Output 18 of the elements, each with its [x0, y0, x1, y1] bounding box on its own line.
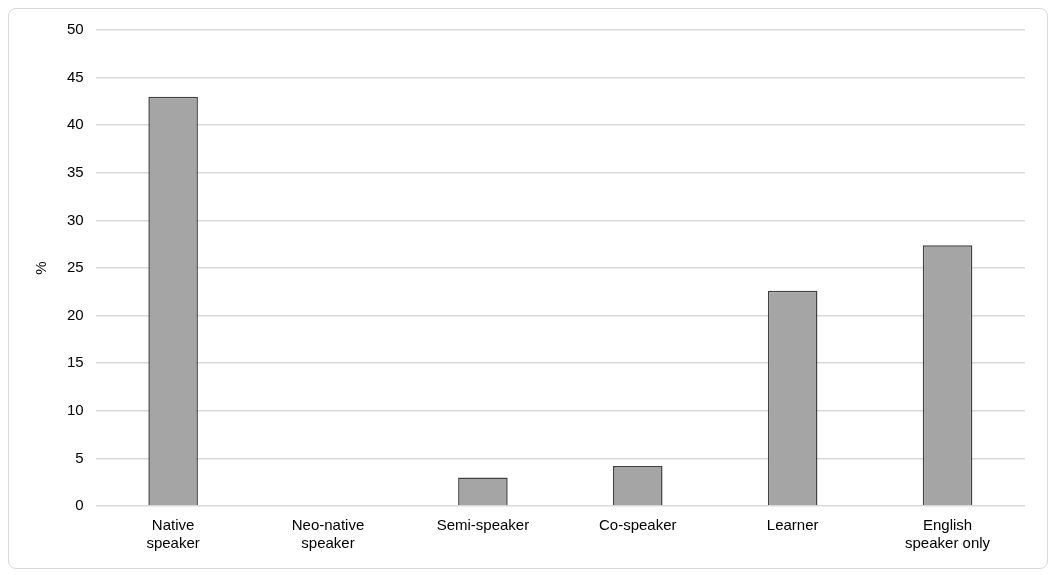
x-tick-label: Semi-speaker	[436, 516, 530, 534]
x-tick-label: Neo-native speaker	[291, 516, 365, 552]
x-tick-label: Co-speaker	[599, 516, 677, 534]
y-tick-label: 15	[67, 353, 84, 371]
y-tick-label: 45	[67, 67, 84, 85]
y-axis-title: %	[32, 261, 50, 275]
y-tick-label: 20	[67, 305, 84, 323]
y-tick-label: 40	[67, 115, 84, 133]
y-tick-label: 50	[67, 20, 84, 38]
x-tick-label: English speaker only	[905, 516, 991, 552]
y-tick-label: 30	[67, 210, 84, 228]
y-tick-label: 35	[67, 162, 84, 180]
x-tick-label: Learner	[766, 516, 819, 534]
x-tick-label: Native speaker	[146, 516, 200, 552]
y-tick-label: 5	[75, 448, 84, 466]
y-tick-label: 25	[67, 258, 84, 276]
y-tick-label: 0	[75, 496, 84, 514]
y-tick-label: 10	[67, 400, 84, 418]
